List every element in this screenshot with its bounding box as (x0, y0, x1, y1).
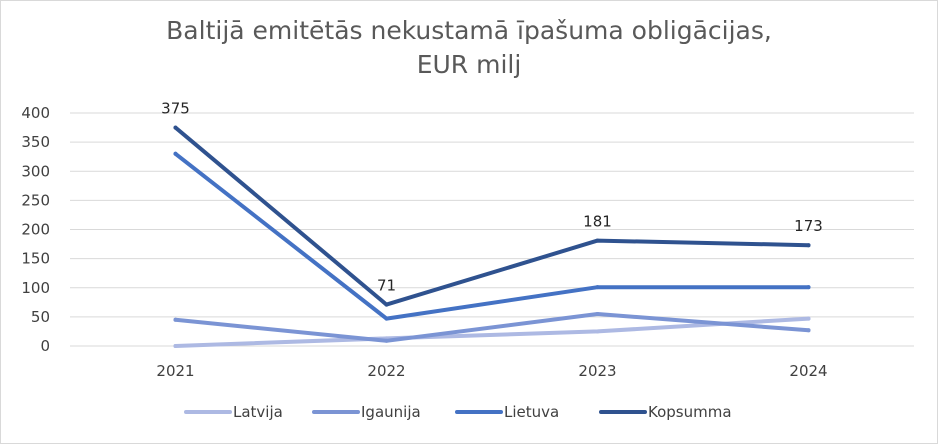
y-tick-label: 0 (40, 337, 50, 355)
data-point-kopsumma (384, 302, 389, 307)
x-tick-label: 2023 (578, 362, 616, 380)
chart-title-line-2: EUR milj (416, 50, 522, 79)
x-tick-label: 2022 (367, 362, 405, 380)
data-label: 71 (377, 277, 396, 295)
data-point-igaunija (806, 328, 811, 333)
x-tick-label: 2024 (789, 362, 827, 380)
x-tick-label: 2021 (156, 362, 194, 380)
legend-label: Latvija (233, 403, 283, 421)
series-line-lietuva (173, 151, 811, 321)
y-tick-label: 400 (21, 104, 50, 122)
series-line-latvija (173, 316, 811, 348)
data-label: 375 (161, 100, 190, 118)
data-point-kopsumma (173, 125, 178, 130)
series-line-igaunija (173, 312, 811, 343)
chart-title: Baltijā emitētās nekustamā īpašuma oblig… (0, 14, 938, 82)
data-point-latvija (173, 344, 178, 348)
legend-label: Igaunija (361, 403, 421, 421)
y-tick-label: 300 (21, 162, 50, 180)
data-label: 173 (794, 217, 823, 235)
y-tick-label: 100 (21, 279, 50, 297)
data-point-igaunija (384, 338, 389, 343)
data-point-igaunija (173, 317, 178, 322)
data-point-igaunija (595, 311, 600, 316)
data-point-kopsumma (806, 243, 811, 248)
data-point-lietuva (595, 285, 600, 290)
chart-title-line-1: Baltijā emitētās nekustamā īpašuma oblig… (166, 16, 772, 45)
data-point-latvija (806, 316, 811, 321)
y-tick-label: 200 (21, 221, 50, 239)
y-tick-label: 150 (21, 250, 50, 268)
data-point-lietuva (384, 316, 389, 321)
data-point-lietuva (806, 285, 811, 290)
legend-label: Lietuva (504, 403, 559, 421)
data-label: 181 (583, 213, 612, 231)
legend-label: Kopsumma (648, 403, 732, 421)
data-point-kopsumma (595, 238, 600, 243)
y-tick-label: 250 (21, 191, 50, 209)
data-point-latvija (595, 329, 600, 334)
series-line-kopsumma (173, 125, 811, 307)
data-point-lietuva (173, 151, 178, 156)
y-tick-label: 50 (31, 308, 50, 326)
y-tick-label: 350 (21, 133, 50, 151)
